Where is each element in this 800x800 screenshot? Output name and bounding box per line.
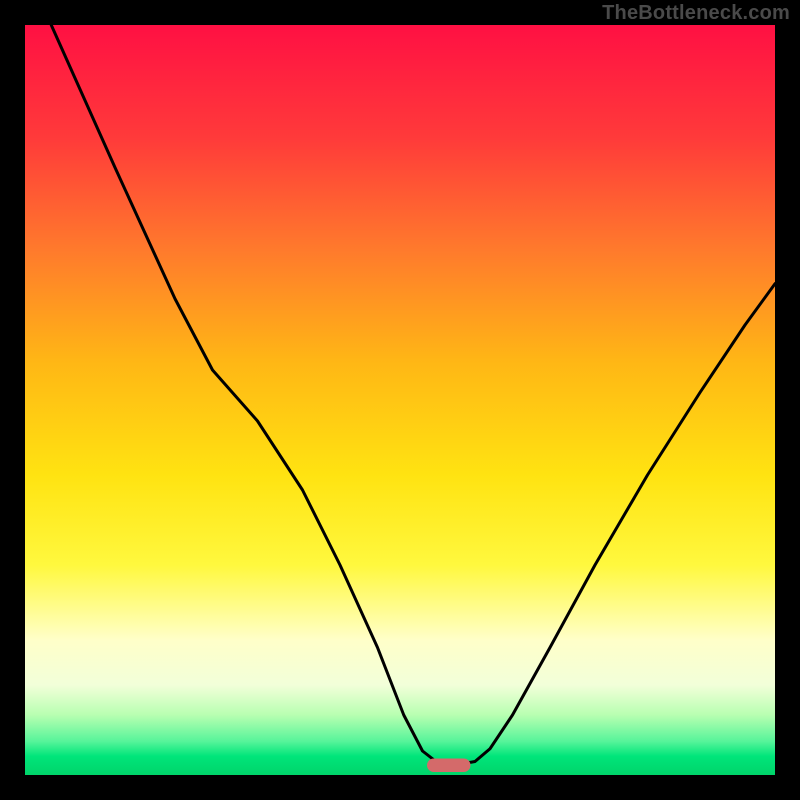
chart-plot-area <box>25 25 775 775</box>
watermark-text: TheBottleneck.com <box>602 2 790 25</box>
optimal-point-marker <box>427 759 471 773</box>
bottleneck-chart: TheBottleneck.com <box>0 0 800 800</box>
chart-svg <box>0 0 800 800</box>
